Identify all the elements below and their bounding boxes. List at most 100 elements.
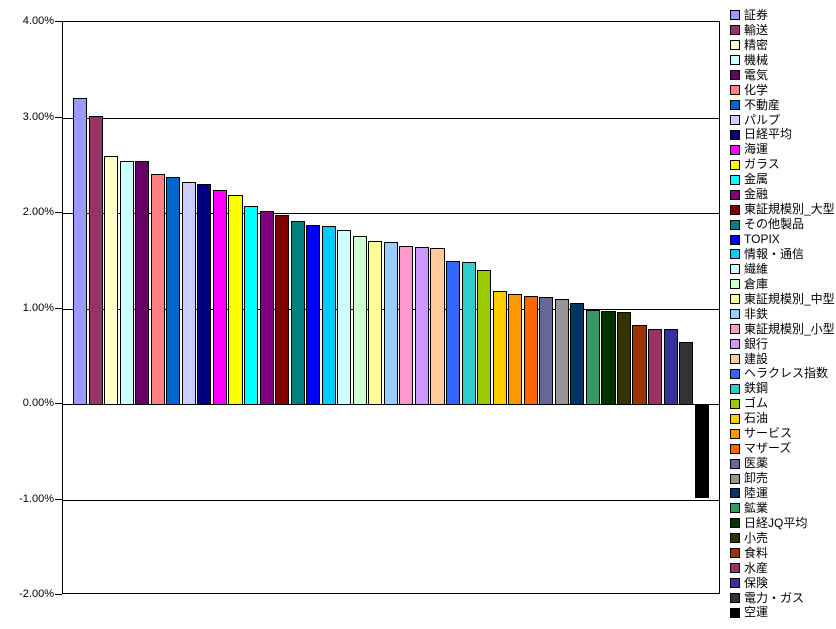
legend-swatch-icon xyxy=(730,443,740,454)
bar xyxy=(477,270,492,405)
legend-label: 東証規模別_大型 xyxy=(744,202,835,217)
legend-item: 日経JQ平均 xyxy=(730,516,835,531)
legend-swatch-icon xyxy=(730,219,740,230)
y-axis-tick xyxy=(55,308,62,309)
legend-label: その他製品 xyxy=(744,217,805,232)
legend-label: 金融 xyxy=(744,187,769,202)
legend-item: 鉄鋼 xyxy=(730,381,835,396)
bar xyxy=(663,328,678,405)
legend-swatch-icon xyxy=(730,578,740,589)
legend-label: 繊維 xyxy=(744,261,769,276)
legend-label: 情報・通信 xyxy=(744,246,805,261)
legend-item: 情報・通信 xyxy=(730,247,835,262)
legend-swatch-icon xyxy=(730,398,740,409)
bar xyxy=(539,297,554,405)
bar xyxy=(243,206,259,405)
bar xyxy=(632,324,647,405)
legend-swatch-icon xyxy=(730,249,740,260)
y-axis-label: 1.00% xyxy=(22,302,54,314)
legend-swatch-icon xyxy=(730,428,740,439)
legend-label: 鉄鋼 xyxy=(744,381,769,396)
legend-swatch-icon xyxy=(730,309,740,320)
legend-label: 日経JQ平均 xyxy=(744,515,808,530)
legend-swatch-icon xyxy=(730,548,740,559)
legend-label: 小売 xyxy=(744,530,769,545)
legend-label: マザーズ xyxy=(744,441,792,456)
legend-item: 金属 xyxy=(730,172,835,187)
bar xyxy=(166,176,181,405)
legend-item: 銀行 xyxy=(730,337,835,352)
legend-item: 金融 xyxy=(730,187,835,202)
bar xyxy=(290,220,305,405)
legend-label: 石油 xyxy=(744,411,769,426)
bar xyxy=(679,341,694,405)
legend-label: ゴム xyxy=(744,396,769,411)
bar xyxy=(212,190,228,405)
legend-item: パルプ xyxy=(730,113,835,128)
bar xyxy=(275,214,290,405)
legend-item: 建設 xyxy=(730,352,835,367)
bar xyxy=(492,291,507,405)
legend-item: 不動産 xyxy=(730,98,835,113)
legend-swatch-icon xyxy=(730,368,740,379)
bar xyxy=(570,302,585,405)
legend-swatch-icon xyxy=(730,294,740,305)
bar xyxy=(399,245,414,405)
bar xyxy=(554,298,569,405)
legend-item: 電力・ガス xyxy=(730,591,835,606)
bar xyxy=(104,155,119,405)
legend-swatch-icon xyxy=(730,129,740,140)
bar xyxy=(446,260,461,406)
legend-swatch-icon xyxy=(730,339,740,350)
y-axis-tick xyxy=(55,117,62,118)
gridline xyxy=(63,118,719,119)
y-axis-label: 2.00% xyxy=(22,206,54,218)
legend-label: ヘラクレス指数 xyxy=(744,366,829,381)
legend-swatch-icon xyxy=(730,40,740,51)
bar xyxy=(352,235,367,405)
legend-label: 化学 xyxy=(744,82,769,97)
legend-label: 非鉄 xyxy=(744,306,769,321)
legend-label: 日経平均 xyxy=(744,127,793,142)
legend-item: TOPIX xyxy=(730,232,835,247)
legend-label: 機械 xyxy=(744,52,769,67)
legend-item: 食料 xyxy=(730,546,835,561)
legend-label: 水産 xyxy=(744,560,769,575)
legend-item: 証券 xyxy=(730,8,835,23)
gridline xyxy=(63,213,719,214)
legend-label: 銀行 xyxy=(744,336,769,351)
legend-label: 鉱業 xyxy=(744,500,769,515)
bar xyxy=(259,211,274,405)
legend-swatch-icon xyxy=(730,354,740,365)
legend-item: ガラス xyxy=(730,157,835,172)
bar xyxy=(306,224,321,405)
bar xyxy=(461,261,476,405)
legend-label: 陸運 xyxy=(744,485,769,500)
legend-label: 精密 xyxy=(744,37,769,52)
legend-swatch-icon xyxy=(730,55,740,66)
legend-swatch-icon xyxy=(730,607,740,618)
legend-swatch-icon xyxy=(730,85,740,96)
legend-item: 東証規模別_小型 xyxy=(730,322,835,337)
y-axis-label: 0.00% xyxy=(22,397,54,409)
plot-area xyxy=(62,21,720,594)
legend-swatch-icon xyxy=(730,70,740,81)
y-axis-tick xyxy=(55,594,62,595)
legend-item: 倉庫 xyxy=(730,277,835,292)
legend-item: 陸運 xyxy=(730,486,835,501)
legend-label: 電力・ガス xyxy=(744,590,805,605)
legend-item: 輸送 xyxy=(730,23,835,38)
bar xyxy=(414,247,430,405)
bar xyxy=(135,160,150,405)
legend-label: ガラス xyxy=(744,157,780,172)
legend-label: 東証規模別_中型 xyxy=(744,291,835,306)
legend-swatch-icon xyxy=(730,383,740,394)
legend-label: 海運 xyxy=(744,142,769,157)
legend-swatch-icon xyxy=(730,189,740,200)
legend-swatch-icon xyxy=(730,25,740,36)
legend-item: 小売 xyxy=(730,531,835,546)
legend-item: その他製品 xyxy=(730,217,835,232)
legend-item: 非鉄 xyxy=(730,307,835,322)
bar xyxy=(150,173,165,405)
legend-label: 不動産 xyxy=(744,97,781,112)
